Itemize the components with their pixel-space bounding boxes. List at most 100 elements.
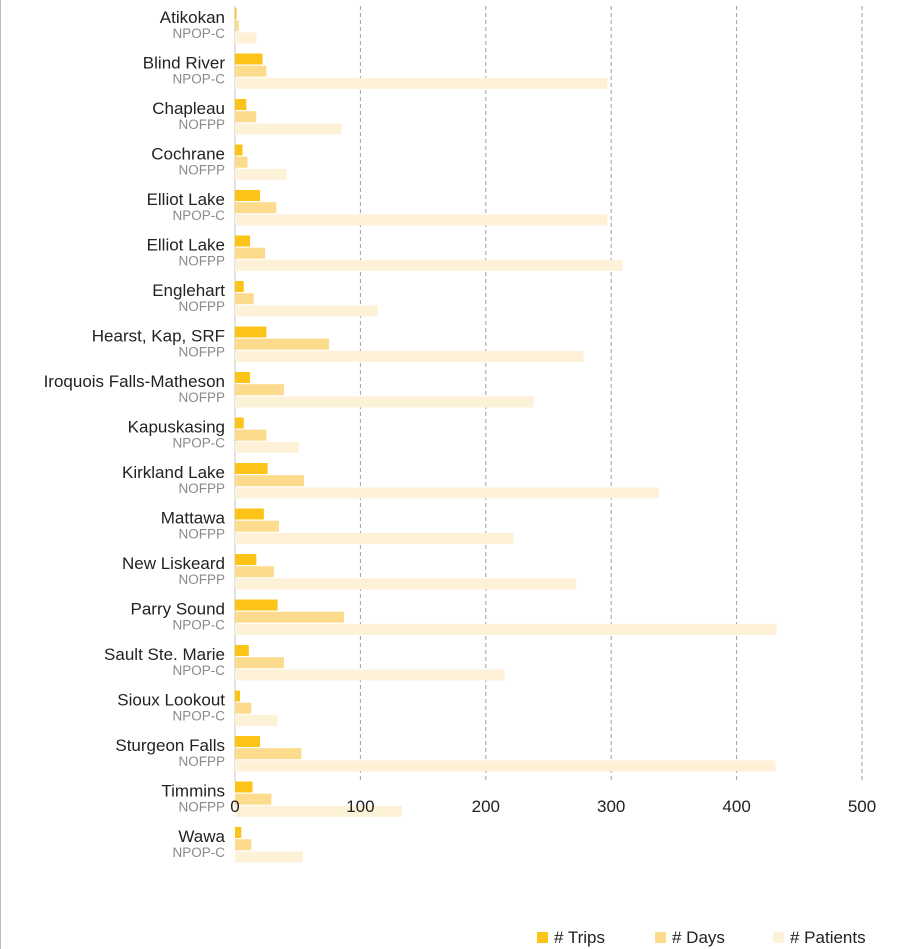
bar-6-trips xyxy=(235,235,251,247)
category-label: Atikokan xyxy=(160,8,225,27)
category-label: Wawa xyxy=(178,827,225,846)
bar-8-trips xyxy=(235,326,267,338)
bar-17-days xyxy=(235,748,302,760)
grid-lines xyxy=(234,6,863,782)
bar-14-days xyxy=(235,611,345,623)
category-program-label: NOFPP xyxy=(178,527,225,542)
legend-swatch-days xyxy=(655,932,666,943)
bar-6-days xyxy=(235,247,266,259)
x-tick-label: 200 xyxy=(472,797,500,816)
category-label: Cochrane xyxy=(151,145,225,164)
bar-15-patients xyxy=(235,669,505,681)
category-program-label: NOFPP xyxy=(178,345,225,360)
category-program-label: NOFPP xyxy=(178,117,225,132)
x-axis-ticks: 0 100 200 300 400 500 xyxy=(230,797,876,816)
category-label: Sault Ste. Marie xyxy=(104,645,225,664)
bar-17-patients xyxy=(235,760,776,772)
category-label: Blind River xyxy=(143,54,226,73)
legend: # Trips # Days # Patients xyxy=(537,928,866,947)
bar-11-patients xyxy=(235,487,659,499)
bar-7-days xyxy=(235,293,254,305)
bar-13-trips xyxy=(235,554,257,565)
bar-19-patients xyxy=(235,851,303,863)
category-program-label: NOFPP xyxy=(178,299,225,314)
category-program-label: NOFPP xyxy=(178,254,225,269)
legend-swatch-patients xyxy=(773,932,784,943)
legend-swatch-trips xyxy=(537,932,548,943)
category-program-label: NPOP-C xyxy=(172,26,225,41)
bar-3-days xyxy=(235,111,257,123)
bar-2-patients xyxy=(235,77,608,89)
bar-9-trips xyxy=(235,372,251,383)
bar-3-trips xyxy=(235,99,247,110)
bars xyxy=(235,8,777,863)
x-tick-label: 100 xyxy=(346,797,374,816)
bar-9-patients xyxy=(235,396,534,408)
bar-13-patients xyxy=(235,578,577,590)
bar-10-patients xyxy=(235,441,299,453)
category-label: New Liskeard xyxy=(122,554,225,573)
bar-19-trips xyxy=(235,827,242,838)
bar-14-patients xyxy=(235,623,777,635)
bar-4-trips xyxy=(235,144,243,156)
category-label: Hearst, Kap, SRF xyxy=(92,327,225,346)
category-label: Englehart xyxy=(152,281,225,300)
bar-15-days xyxy=(235,657,284,669)
category-label: Timmins xyxy=(161,782,225,801)
category-program-label: NOFPP xyxy=(178,572,225,587)
bar-5-trips xyxy=(235,190,261,201)
bar-16-patients xyxy=(235,714,278,726)
category-program-label: NPOP-C xyxy=(172,663,225,678)
category-label: Sturgeon Falls xyxy=(115,736,225,755)
bar-11-days xyxy=(235,475,304,487)
category-program-label: NPOP-C xyxy=(172,436,225,451)
x-tick-label: 300 xyxy=(597,797,625,816)
bar-12-days xyxy=(235,520,279,532)
bar-15-trips xyxy=(235,645,249,656)
category-program-label: NOFPP xyxy=(178,481,225,496)
bar-14-trips xyxy=(235,599,278,611)
bar-5-patients xyxy=(235,214,608,226)
bar-17-trips xyxy=(235,736,261,747)
legend-label: # Trips xyxy=(554,928,605,947)
bar-18-days xyxy=(235,793,272,805)
legend-label: # Days xyxy=(672,928,725,947)
category-program-label: NPOP-C xyxy=(172,845,225,860)
x-tick-label: 0 xyxy=(230,797,239,816)
bar-16-trips xyxy=(235,690,241,702)
category-label: Iroquois Falls-Matheson xyxy=(44,372,225,391)
category-label: Elliot Lake xyxy=(147,236,225,255)
bar-8-patients xyxy=(235,350,584,362)
category-program-label: NPOP-C xyxy=(172,709,225,724)
bar-18-trips xyxy=(235,781,253,793)
bar-1-trips xyxy=(235,8,237,19)
category-label: Elliot Lake xyxy=(147,190,225,209)
bar-4-days xyxy=(235,156,248,168)
bar-3-patients xyxy=(235,123,342,135)
x-tick-label: 400 xyxy=(722,797,750,816)
category-program-label: NPOP-C xyxy=(172,208,225,223)
category-program-label: NOFPP xyxy=(178,800,225,815)
bar-2-days xyxy=(235,65,267,77)
bar-10-days xyxy=(235,429,267,441)
category-label: Parry Sound xyxy=(131,600,226,619)
bar-1-days xyxy=(235,20,239,32)
bar-13-days xyxy=(235,566,274,578)
bar-16-days xyxy=(235,702,252,714)
category-program-label: NOFPP xyxy=(178,754,225,769)
bar-7-patients xyxy=(235,305,378,317)
category-label: Kirkland Lake xyxy=(122,463,225,482)
bar-6-patients xyxy=(235,259,623,271)
legend-label: # Patients xyxy=(790,928,866,947)
bar-5-days xyxy=(235,202,277,214)
category-program-label: NPOP-C xyxy=(172,72,225,87)
bar-4-patients xyxy=(235,168,287,180)
bar-12-trips xyxy=(235,508,264,520)
category-label: Chapleau xyxy=(152,99,225,118)
bar-1-patients xyxy=(235,32,257,44)
bar-18-patients xyxy=(235,805,402,817)
category-label: Sioux Lookout xyxy=(117,691,225,710)
